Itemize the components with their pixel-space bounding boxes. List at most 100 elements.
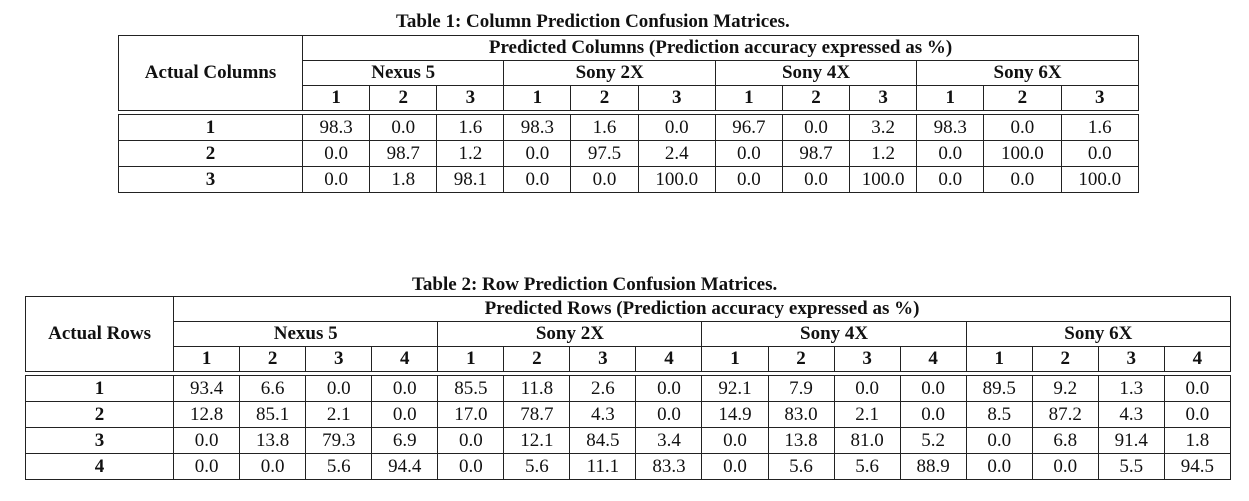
class-header: 1	[965, 346, 1033, 372]
table-cell: 0.0	[635, 375, 703, 402]
table-cell: 8.5	[965, 401, 1033, 428]
class-header: 3	[1060, 85, 1140, 111]
table-cell: 0.0	[302, 166, 371, 193]
table-cell: 98.3	[503, 114, 572, 141]
table-cell: 0.0	[173, 427, 241, 454]
table-cell: 100.0	[637, 166, 716, 193]
table-cell: 2.6	[569, 375, 637, 402]
table-row: 4 0.0 0.0 5.6 94.4 0.0 5.6 11.1 83.3 0.0 5.6 5.6 88.…	[24, 453, 1232, 480]
group-header: Predicted Rows (Prediction accuracy expr…	[173, 296, 1231, 322]
table-cell: 1.6	[436, 114, 505, 141]
table-cell: 0.0	[637, 114, 716, 141]
device-header-row: Nexus 5 Sony 2X Sony 4X Sony 6X	[119, 60, 1139, 86]
table-row: 3 0.0 1.8 98.1 0.0 0.0 100.0 0.0 0.0 100.0 0.0 0.0 1…	[117, 166, 1140, 193]
table-2-caption: Table 2: Row Prediction Confusion Matric…	[412, 274, 778, 295]
class-header: 4	[371, 346, 439, 372]
table-cell: 0.0	[701, 427, 769, 454]
device-header: Sony 4X	[701, 321, 967, 347]
table-cell: 85.1	[239, 401, 307, 428]
table-cell: 0.0	[503, 140, 572, 167]
table-cell: 2.1	[305, 401, 373, 428]
table-row: 1 93.4 6.6 0.0 0.0 85.5 11.8 2.6 0.0 92.1 7.9 0.0 0.…	[24, 375, 1232, 402]
table-cell: 11.1	[569, 453, 637, 480]
table-cell: 7.9	[767, 375, 835, 402]
class-header: 3	[569, 346, 637, 372]
class-header: 2	[983, 85, 1062, 111]
table-cell: 0.0	[701, 453, 769, 480]
table-cell: 0.0	[833, 375, 901, 402]
table-cell: 0.0	[570, 166, 639, 193]
table-cell: 98.1	[436, 166, 505, 193]
group-header: Predicted Columns (Prediction accuracy e…	[302, 35, 1139, 61]
table-cell: 14.9	[701, 401, 769, 428]
table-cell: 0.0	[369, 114, 438, 141]
class-header: 2	[767, 346, 835, 372]
table-cell: 17.0	[437, 401, 505, 428]
row-label: 1	[24, 375, 175, 402]
table-cell: 85.5	[437, 375, 505, 402]
class-header: 2	[781, 85, 851, 111]
table-cell: 98.3	[302, 114, 371, 141]
table-cell: 5.6	[305, 453, 373, 480]
table-cell: 100.0	[849, 166, 918, 193]
table-row: 3 0.0 13.8 79.3 6.9 0.0 12.1 84.5 3.4 0.0 13.8 81.0…	[24, 427, 1232, 454]
table-cell: 5.2	[899, 427, 967, 454]
table-cell: 6.9	[371, 427, 439, 454]
row-label: 2	[24, 401, 175, 428]
table-cell: 0.0	[781, 114, 851, 141]
table-cell: 11.8	[503, 375, 571, 402]
class-header: 1	[302, 85, 371, 111]
class-header: 1	[701, 346, 769, 372]
column-confusion-table: Actual Columns Predicted Columns (Predict…	[117, 35, 1140, 193]
device-header: Sony 6X	[916, 60, 1139, 86]
table-cell: 2.1	[833, 401, 901, 428]
table-cell: 9.2	[1031, 375, 1099, 402]
device-header: Sony 4X	[714, 60, 918, 86]
table-cell: 0.0	[305, 375, 373, 402]
class-header: 1	[503, 85, 572, 111]
table-cell: 0.0	[965, 453, 1033, 480]
table-cell: 5.6	[767, 453, 835, 480]
class-header: 3	[436, 85, 505, 111]
table-cell: 0.0	[302, 140, 371, 167]
class-header: 4	[899, 346, 967, 372]
table-cell: 3.2	[849, 114, 918, 141]
header-row: Actual Rows Predicted Rows (Prediction ac…	[24, 296, 1231, 372]
table-cell: 1.2	[849, 140, 918, 167]
class-header: 1	[714, 85, 783, 111]
table-cell: 93.4	[173, 375, 241, 402]
table-cell: 91.4	[1097, 427, 1165, 454]
class-header: 2	[1031, 346, 1099, 372]
table-cell: 5.6	[833, 453, 901, 480]
table-cell: 96.7	[714, 114, 783, 141]
table-cell: 98.7	[369, 140, 438, 167]
table-cell: 2.4	[637, 140, 716, 167]
table-cell: 0.0	[173, 453, 241, 480]
table-cell: 0.0	[437, 453, 505, 480]
table-cell: 97.5	[570, 140, 639, 167]
table-cell: 0.0	[714, 166, 783, 193]
table-cell: 1.6	[1060, 114, 1140, 141]
class-header: 3	[637, 85, 716, 111]
row-label: 3	[24, 427, 175, 454]
device-header: Sony 6X	[965, 321, 1232, 347]
class-header: 2	[369, 85, 438, 111]
table-cell: 1.2	[436, 140, 505, 167]
row-label: 2	[117, 140, 304, 167]
table-cell: 92.1	[701, 375, 769, 402]
table-cell: 1.8	[369, 166, 438, 193]
table-cell: 0.0	[239, 453, 307, 480]
table-1-caption: Table 1: Column Prediction Confusion Mat…	[396, 11, 790, 32]
table-cell: 0.0	[371, 375, 439, 402]
table-cell: 0.0	[916, 140, 985, 167]
row-label: 3	[117, 166, 304, 193]
device-header: Nexus 5	[173, 321, 439, 347]
table-cell: 6.8	[1031, 427, 1099, 454]
table-cell: 100.0	[1060, 166, 1140, 193]
table-cell: 94.5	[1163, 453, 1232, 480]
table-cell: 0.0	[1031, 453, 1099, 480]
table-cell: 12.8	[173, 401, 241, 428]
table-cell: 12.1	[503, 427, 571, 454]
row-label: 1	[117, 114, 304, 141]
